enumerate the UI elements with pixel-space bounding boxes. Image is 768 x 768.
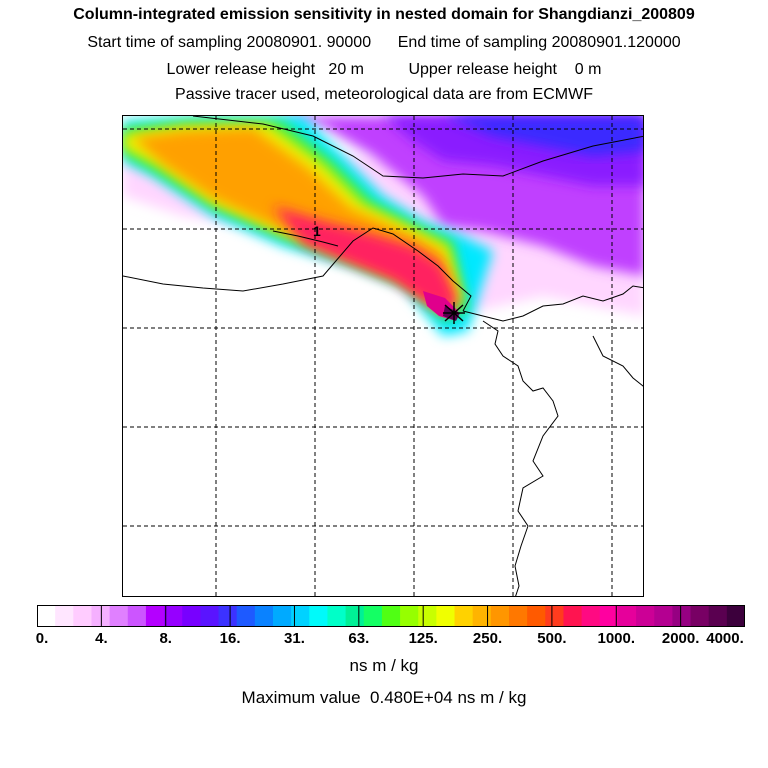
colorbar-cell: [109, 605, 129, 627]
colorbar-cell: [617, 605, 637, 627]
sampling-time-line: Start time of sampling 20080901. 90000 E…: [87, 34, 681, 51]
colorbar-tick-label: 2000.: [661, 630, 700, 647]
colorbar-cell: [254, 605, 274, 627]
colorbar-cell: [581, 605, 601, 627]
map-canvas: 1: [123, 116, 643, 596]
colorbar-tick-label: 0.: [35, 630, 49, 647]
colorbar-tick-label: 125.: [408, 630, 438, 647]
map-title: Column-integrated emission sensitivity i…: [73, 6, 695, 23]
colorbar-cell: [708, 605, 728, 627]
colorbar-cell: [127, 605, 147, 627]
colorbar-cell: [454, 605, 474, 627]
colorbar-cell: [636, 605, 655, 627]
colorbar-cell: [363, 605, 383, 627]
colorbar-tick-label: 4.: [95, 630, 108, 647]
colorbar-cell: [55, 605, 74, 627]
colorbar-cell: [726, 605, 745, 627]
colorbar-tick-label: 31.: [284, 630, 305, 647]
colorbar-tick-label: 500.: [537, 630, 567, 647]
colorbar-cell: [37, 605, 56, 627]
sensitivity-map: 1: [122, 115, 644, 597]
release-site-marker: [443, 302, 465, 324]
colorbar-cell: [490, 605, 510, 627]
colorbar-tick-label: 250.: [472, 630, 503, 647]
release-height-line: Lower release height 20 m Upper release …: [166, 61, 602, 78]
colorbar-cell: [599, 605, 619, 627]
colorbar-cell: [273, 605, 292, 627]
colorbar-cell: [381, 605, 401, 627]
tracer-info-line: Passive tracer used, meteorological data…: [175, 86, 593, 103]
colorbar-cell: [654, 605, 673, 627]
colorbar-cell: [182, 605, 201, 627]
coastline: [123, 116, 643, 596]
colorbar-cell: [200, 605, 220, 627]
colorbar-cell: [91, 605, 111, 627]
colorbar-cell: [218, 605, 238, 627]
colorbar-cell: [145, 605, 165, 627]
colorbar-cell: [509, 605, 528, 627]
colorbar-cell: [672, 605, 692, 627]
colorbar-cell: [73, 605, 93, 627]
colorbar-cell: [400, 605, 419, 627]
colorbar-cell: [291, 605, 310, 627]
colorbar-cell: [236, 605, 256, 627]
colorbar: [37, 605, 745, 627]
maximum-value-text: Maximum value 0.480E+04 ns m / kg: [241, 688, 527, 707]
plume-red: [273, 206, 458, 314]
colorbar-tick-label: 1000.: [597, 630, 636, 647]
colorbar-cell: [690, 605, 710, 627]
colorbar-cell: [309, 605, 329, 627]
colorbar-cell: [472, 605, 492, 627]
colorbar-cell: [345, 605, 365, 627]
colorbar-cell: [545, 605, 565, 627]
colorbar-tick-label: 8.: [159, 630, 172, 647]
colorbar-tick-label: 16.: [219, 630, 241, 647]
colorbar-cell: [164, 605, 183, 627]
colorbar-cell: [327, 605, 347, 627]
colorbar-cell: [418, 605, 437, 627]
colorbar-tick-label: 63.: [348, 630, 370, 647]
colorbar-cell: [563, 605, 583, 627]
colorbar-cell: [436, 605, 456, 627]
colorbar-tick-label: 4000.: [706, 630, 744, 647]
grid-lines: [123, 116, 643, 596]
colorbar-cell: [527, 605, 546, 627]
colorbar-unit: ns m / kg: [349, 656, 419, 675]
station-marker-label: 1: [313, 223, 321, 239]
